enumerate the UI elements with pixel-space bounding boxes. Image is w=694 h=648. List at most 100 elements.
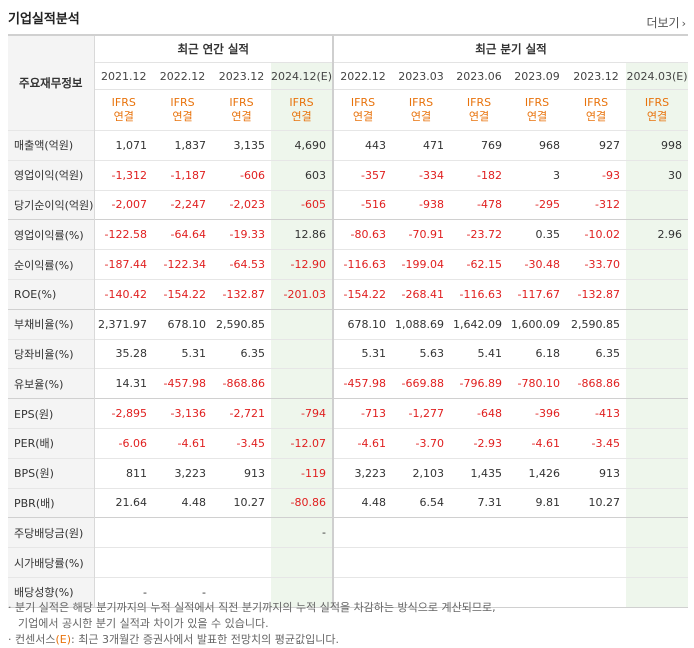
cell-annual: -122.34 [153, 249, 212, 280]
cell-quarter [626, 249, 689, 280]
cell-quarter [626, 427, 689, 459]
ifrs-cell: IFRS 연결 [271, 89, 333, 131]
cell-annual: 21.64 [94, 487, 153, 518]
row-label: ROE(%) [8, 278, 95, 310]
period-annual-3: 2024.12(E) [271, 62, 333, 90]
cell-annual: -2,247 [153, 189, 212, 220]
cell-annual: 10.27 [212, 487, 271, 518]
cell-quarter [508, 576, 566, 608]
row-label: PBR(배) [8, 487, 95, 518]
table-row: PBR(배) 21.64 4.48 10.27 -80.86 4.48 6.54 7.31 9.… [8, 487, 689, 518]
row-label: 배당성향(%) [8, 576, 95, 608]
label-header: 주요재무정보 [8, 35, 95, 131]
cell-quarter [566, 576, 626, 608]
period-annual-0: 2021.12 [94, 62, 153, 90]
cell-quarter: -713 [332, 398, 392, 429]
consolidated-label: 연결 [291, 110, 312, 123]
table-row: PER(배) -6.06 -4.61 -3.45 -12.07 -4.61 -3.70 -2.… [8, 427, 689, 459]
cell-quarter: 3,223 [332, 457, 392, 489]
consolidated-label: 연결 [646, 110, 668, 123]
cell-quarter: -334 [392, 159, 450, 191]
cell-annual: -64.64 [153, 219, 212, 250]
cell-annual: 4,690 [271, 130, 333, 161]
ifrs-label: IFRS [170, 96, 195, 109]
cell-quarter: -33.70 [566, 249, 626, 280]
cell-annual: 1,837 [153, 130, 212, 161]
cell-quarter: -182 [450, 159, 508, 191]
table-row: 영업이익(억원) -1,312 -1,187 -606 603 -357 -334 -182 3… [8, 159, 689, 191]
annual-group-header: 최근 연간 실적 [177, 42, 250, 56]
cell-quarter: -413 [566, 398, 626, 429]
table-row: 유보율(%) 14.31 -457.98 -868.86 -457.98 -669.88-… [8, 368, 689, 399]
cell-annual: -64.53 [212, 249, 271, 280]
cell-annual: 14.31 [94, 368, 153, 399]
cell-annual: -187.44 [94, 249, 153, 280]
cell-quarter [626, 517, 689, 548]
cell-quarter: 5.41 [450, 338, 508, 369]
cell-quarter: 471 [392, 130, 450, 161]
cell-annual: -457.98 [153, 368, 212, 399]
ifrs-label: IFRS [583, 96, 609, 109]
consolidated-label: 연결 [526, 110, 548, 123]
cell-quarter: -132.87 [566, 278, 626, 310]
cell-quarter: -117.67 [508, 278, 566, 310]
cell-annual: 4.48 [153, 487, 212, 518]
ifrs-cell: IFRS 연결 [94, 89, 153, 131]
period-quarter-2: 2023.06 [450, 62, 508, 90]
footnote-estimate-mark: (E) [55, 633, 72, 646]
row-label: 영업이익(억원) [8, 159, 95, 191]
cell-quarter: -80.63 [332, 219, 392, 250]
cell-quarter: -478 [450, 189, 508, 220]
cell-quarter: 6.18 [508, 338, 566, 369]
cell-quarter: -30.48 [508, 249, 566, 280]
cell-quarter: -10.02 [566, 219, 626, 250]
period-quarter-0: 2022.12 [332, 62, 392, 90]
row-label: 주당배당금(원) [8, 517, 95, 548]
cell-annual: -19.33 [212, 219, 271, 250]
cell-quarter: -4.61 [332, 427, 392, 459]
cell-quarter: -62.15 [450, 249, 508, 280]
ifrs-cell: IFRS 연결 [392, 89, 450, 131]
cell-annual: -201.03 [271, 278, 333, 310]
footnote-1: · 분기 실적은 해당 분기까지의 누적 실적에서 직전 분기까지의 누적 실적… [8, 601, 496, 614]
cell-quarter: 6.35 [566, 338, 626, 369]
cell-annual [153, 517, 212, 548]
cell-annual [94, 517, 153, 548]
cell-annual: 913 [212, 457, 271, 489]
cell-annual: -3,136 [153, 398, 212, 429]
cell-quarter [626, 189, 689, 220]
table-row: BPS(원) 811 3,223 913 -119 3,223 2,103 1,435 1,42… [8, 457, 689, 489]
more-link[interactable]: 더보기 › [646, 14, 686, 31]
cell-annual: -3.45 [212, 427, 271, 459]
ifrs-label: IFRS [229, 96, 254, 109]
cell-quarter: 678.10 [332, 308, 392, 340]
cell-annual: 6.35 [212, 338, 271, 369]
table-row: 주당배당금(원) - [8, 517, 689, 548]
cell-quarter [626, 457, 689, 489]
table-row: ROE(%) -140.42 -154.22 -132.87 -201.03 -154.2… [8, 278, 689, 310]
cell-annual: 678.10 [153, 308, 212, 340]
cell-quarter: 2,103 [392, 457, 450, 489]
cell-quarter [626, 338, 689, 369]
cell-annual: 3,223 [153, 457, 212, 489]
cell-quarter [508, 547, 566, 578]
cell-quarter: -1,277 [392, 398, 450, 429]
cell-quarter: 1,426 [508, 457, 566, 489]
row-label: 시가배당률(%) [8, 547, 95, 578]
row-label: 당좌비율(%) [8, 338, 95, 369]
cell-annual [153, 547, 212, 578]
ifrs-label: IFRS [644, 96, 670, 109]
cell-quarter [626, 368, 689, 399]
cell-annual: 12.86 [271, 219, 333, 250]
cell-quarter: -457.98 [332, 368, 392, 399]
table-row: 당기순이익(억원) -2,007 -2,247 -2,023 -605 -516 -938-… [8, 189, 689, 220]
period-quarter-4: 2023.12 [566, 62, 626, 90]
ifrs-cell: IFRS 연결 [508, 89, 566, 131]
cell-quarter [332, 517, 392, 548]
footnote-text-2: 기업에서 공시한 분기 실적과 차이가 있을 수 있습니다. [18, 617, 269, 630]
cell-annual: 3,135 [212, 130, 271, 161]
cell-quarter: -2.93 [450, 427, 508, 459]
cell-quarter: -669.88 [392, 368, 450, 399]
row-label: 영업이익률(%) [8, 219, 95, 250]
ifrs-cell: IFRS 연결 [332, 89, 392, 131]
